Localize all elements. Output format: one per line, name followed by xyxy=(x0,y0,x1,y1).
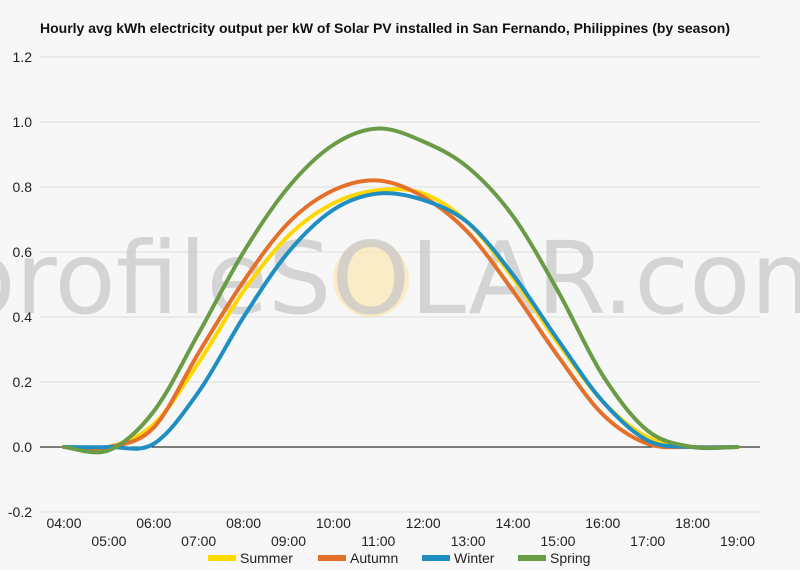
legend-label: Spring xyxy=(550,550,590,566)
x-tick-label: 18:00 xyxy=(675,515,710,531)
y-axis-ticks: -0.2 0.0 0.2 0.4 0.6 0.8 1.0 1.2 xyxy=(8,49,32,520)
x-tick-label: 05:00 xyxy=(91,533,126,549)
gridlines xyxy=(40,56,760,513)
x-tick-label: 08:00 xyxy=(226,515,261,531)
legend: Summer Autumn Winter Spring xyxy=(208,550,590,566)
watermark-sun-icon xyxy=(333,241,409,317)
x-tick-label: 17:00 xyxy=(630,533,665,549)
chart-title: Hourly avg kWh electricity output per kW… xyxy=(40,20,730,36)
y-tick-label: 0.0 xyxy=(13,439,33,455)
x-tick-label: 07:00 xyxy=(181,533,216,549)
y-tick-label: 0.6 xyxy=(13,244,33,260)
legend-label: Winter xyxy=(454,550,495,566)
x-tick-label: 06:00 xyxy=(136,515,171,531)
watermark-text: profileSOLAR.com xyxy=(0,220,800,337)
series-line-spring xyxy=(62,126,740,455)
y-tick-label: 0.2 xyxy=(13,374,33,390)
x-tick-label: 10:00 xyxy=(316,515,351,531)
legend-label: Autumn xyxy=(350,550,398,566)
series-line-winter xyxy=(62,191,740,451)
x-tick-label: 13:00 xyxy=(451,533,486,549)
x-tick-label: 16:00 xyxy=(585,515,620,531)
x-axis-ticks: 04:00 05:00 06:00 07:00 08:00 09:00 10:00 11:00… xyxy=(46,515,755,549)
legend-swatch xyxy=(318,555,346,561)
watermark: profileSOLAR.com xyxy=(0,220,800,337)
series-line-autumn xyxy=(62,178,740,451)
x-tick-label: 04:00 xyxy=(46,515,81,531)
x-tick-label: 19:00 xyxy=(720,533,755,549)
legend-label: Summer xyxy=(240,550,293,566)
legend-swatch xyxy=(422,555,450,561)
x-tick-label: 14:00 xyxy=(495,515,530,531)
x-tick-label: 11:00 xyxy=(361,533,395,549)
legend-swatch xyxy=(518,555,546,561)
y-tick-label: -0.2 xyxy=(8,504,32,520)
y-tick-label: 1.2 xyxy=(13,49,33,65)
x-tick-label: 12:00 xyxy=(406,515,441,531)
y-tick-label: 0.4 xyxy=(13,309,33,325)
y-tick-label: 0.8 xyxy=(13,179,33,195)
x-tick-label: 09:00 xyxy=(271,533,306,549)
series-layer xyxy=(62,126,740,455)
x-tick-label: 15:00 xyxy=(540,533,575,549)
legend-swatch xyxy=(208,555,236,561)
y-tick-label: 1.0 xyxy=(13,114,33,130)
